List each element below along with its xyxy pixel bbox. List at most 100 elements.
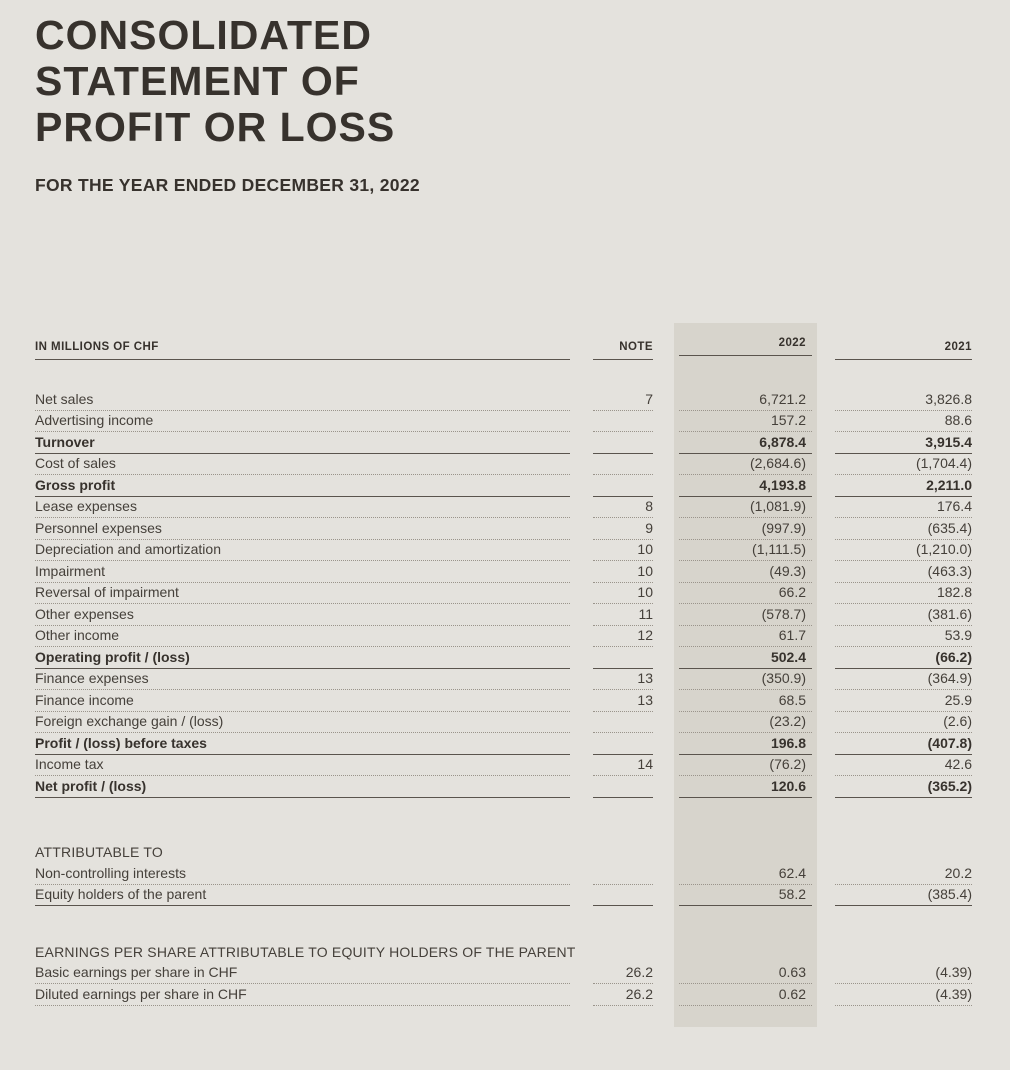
row-label: Finance expenses	[35, 669, 570, 690]
row-note: 10	[593, 583, 653, 604]
row-label: Turnover	[35, 432, 570, 454]
row-value-2022: (76.2)	[674, 755, 817, 776]
row-value-2021: 3,915.4	[835, 432, 972, 454]
row-value-2021: (407.8)	[835, 733, 972, 755]
row-note: 11	[593, 604, 653, 626]
row-note: 26.2	[593, 963, 653, 984]
row-value-2022: 58.2	[674, 885, 817, 906]
column-header-note: NOTE	[593, 323, 653, 360]
row-value-2022: 120.6	[674, 776, 817, 798]
column-header-2022: 2022	[674, 323, 817, 360]
section-heading-label: ATTRIBUTABLE TO	[35, 844, 163, 860]
row-label: Reversal of impairment	[35, 583, 570, 604]
page-title: CONSOLIDATED STATEMENT OF PROFIT OR LOSS	[35, 12, 396, 150]
table-row: Foreign exchange gain / (loss) (23.2) (2.6…	[35, 712, 972, 733]
table-row: Net profit / (loss) 120.6 (365.2)	[35, 776, 972, 798]
table-row: Basic earnings per share in CHF 26.2 0.63 (…	[35, 963, 972, 984]
section-heading: ATTRIBUTABLE TO	[35, 842, 972, 864]
row-value-2021: (66.2)	[835, 647, 972, 669]
table-body: Net sales 7 6,721.2 3,826.8 Advertising inco…	[35, 389, 972, 1006]
row-note: 14	[593, 755, 653, 776]
row-value-2022: 196.8	[674, 733, 817, 755]
section-heading: EARNINGS PER SHARE ATTRIBUTABLE TO EQUIT…	[35, 941, 972, 963]
row-value-2021: 20.2	[835, 863, 972, 885]
row-label: Income tax	[35, 755, 570, 776]
row-value-2021: 53.9	[835, 626, 972, 647]
header-gap	[35, 360, 972, 389]
table-row: Lease expenses 8 (1,081.9) 176.4	[35, 497, 972, 518]
table-row: Cost of sales (2,684.6) (1,704.4)	[35, 454, 972, 475]
table-row: Profit / (loss) before taxes 196.8 (407.8)	[35, 733, 972, 755]
row-note	[593, 647, 653, 669]
row-note	[593, 776, 653, 798]
row-label: Other expenses	[35, 604, 570, 626]
row-value-2021: (463.3)	[835, 561, 972, 583]
table-row: Gross profit 4,193.8 2,211.0	[35, 475, 972, 497]
row-label: Gross profit	[35, 475, 570, 497]
row-note	[593, 863, 653, 885]
column-header-2021: 2021	[835, 323, 972, 360]
row-note	[593, 885, 653, 906]
row-label: Operating profit / (loss)	[35, 647, 570, 669]
row-note	[593, 432, 653, 454]
row-value-2021: (635.4)	[835, 518, 972, 540]
row-value-2022: 6,721.2	[674, 389, 817, 411]
table-row: Finance expenses 13 (350.9) (364.9)	[35, 669, 972, 690]
table-row: Advertising income 157.2 88.6	[35, 411, 972, 432]
table-row: Depreciation and amortization 10 (1,111.5)…	[35, 540, 972, 561]
row-value-2022: (49.3)	[674, 561, 817, 583]
row-value-2022: 4,193.8	[674, 475, 817, 497]
row-value-2021: (381.6)	[835, 604, 972, 626]
row-label: Basic earnings per share in CHF	[35, 963, 570, 984]
row-label: Other income	[35, 626, 570, 647]
section-eps: EARNINGS PER SHARE ATTRIBUTABLE TO EQUIT…	[35, 941, 972, 1006]
row-label: Foreign exchange gain / (loss)	[35, 712, 570, 733]
row-label: Non-controlling interests	[35, 863, 570, 885]
row-value-2021: (365.2)	[835, 776, 972, 798]
row-value-2022: (350.9)	[674, 669, 817, 690]
table-row: Reversal of impairment 10 66.2 182.8	[35, 583, 972, 604]
table-row: Personnel expenses 9 (997.9) (635.4)	[35, 518, 972, 540]
table-row: Net sales 7 6,721.2 3,826.8	[35, 389, 972, 411]
row-value-2021: (4.39)	[835, 963, 972, 984]
row-value-2022: 157.2	[674, 411, 817, 432]
row-note: 13	[593, 690, 653, 712]
row-label: Advertising income	[35, 411, 570, 432]
row-value-2021: (4.39)	[835, 984, 972, 1006]
section-heading-label: EARNINGS PER SHARE ATTRIBUTABLE TO EQUIT…	[35, 943, 576, 960]
table-row: Equity holders of the parent 58.2 (385.4)	[35, 885, 972, 906]
row-label: Lease expenses	[35, 497, 570, 518]
row-label: Personnel expenses	[35, 518, 570, 540]
row-note: 26.2	[593, 984, 653, 1006]
row-value-2022: (578.7)	[674, 604, 817, 626]
row-label: Finance income	[35, 690, 570, 712]
section-main: Net sales 7 6,721.2 3,826.8 Advertising inco…	[35, 389, 972, 798]
row-note	[593, 733, 653, 755]
current-year-column-highlight	[674, 323, 817, 1027]
row-value-2022: 62.4	[674, 863, 817, 885]
row-note	[593, 475, 653, 497]
row-value-2022: 0.62	[674, 984, 817, 1006]
table-row: Operating profit / (loss) 502.4 (66.2)	[35, 647, 972, 669]
row-value-2021: 42.6	[835, 755, 972, 776]
row-value-2022: 61.7	[674, 626, 817, 647]
row-value-2022: (997.9)	[674, 518, 817, 540]
table-header-row: IN MILLIONS OF CHF NOTE 2022 2021	[35, 323, 972, 360]
row-value-2022: 66.2	[674, 583, 817, 604]
row-value-2022: (1,081.9)	[674, 497, 817, 518]
row-value-2022: 502.4	[674, 647, 817, 669]
row-value-2022: 0.63	[674, 963, 817, 984]
section-attributable: ATTRIBUTABLE TO Non-controlling interests…	[35, 842, 972, 906]
row-value-2021: (2.6)	[835, 712, 972, 733]
row-note: 7	[593, 389, 653, 411]
row-value-2021: 2,211.0	[835, 475, 972, 497]
row-note	[593, 411, 653, 432]
row-label: Cost of sales	[35, 454, 570, 475]
table-row: Non-controlling interests 62.4 20.2	[35, 863, 972, 885]
table-row: Other income 12 61.7 53.9	[35, 626, 972, 647]
table-row: Impairment 10 (49.3) (463.3)	[35, 561, 972, 583]
row-value-2021: (1,210.0)	[835, 540, 972, 561]
row-value-2022: 6,878.4	[674, 432, 817, 454]
row-note: 10	[593, 561, 653, 583]
row-note	[593, 712, 653, 733]
